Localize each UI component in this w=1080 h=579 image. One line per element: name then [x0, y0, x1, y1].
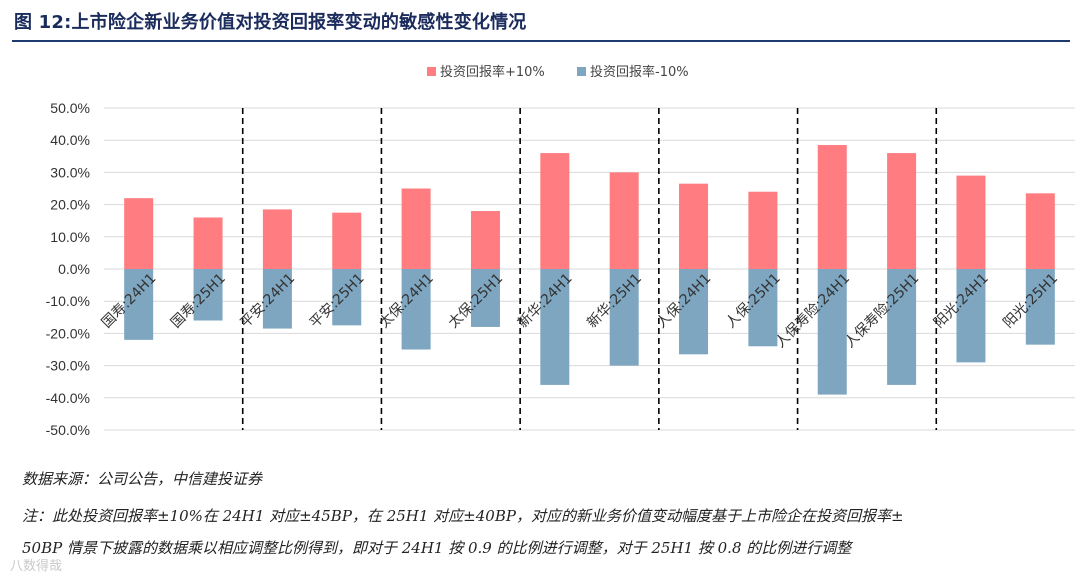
y-tick-label: -40.0% — [46, 390, 90, 406]
bar-negative — [956, 269, 986, 363]
bar-positive — [609, 172, 639, 269]
y-tick-label: 10.0% — [50, 229, 90, 245]
legend: 投资回报率+10% 投资回报率-10% — [427, 64, 689, 80]
bar-negative — [817, 269, 847, 395]
legend-label: 投资回报率+10% — [440, 64, 545, 80]
bar-positive — [1025, 193, 1055, 269]
footnote-line-2: 50BP 情景下披露的数据乘以相应调整比例得到，即对于 24H1 按 0.9 的… — [22, 539, 852, 557]
y-tick-label: -50.0% — [46, 422, 90, 438]
figure-title: 图 12:上市险企新业务价值对投资回报率变动的敏感性变化情况 — [14, 12, 527, 33]
bar-negative — [124, 269, 154, 340]
y-tick-label: -30.0% — [46, 358, 90, 374]
bar-negative — [609, 269, 639, 366]
bar-positive — [679, 183, 709, 269]
y-tick-label: 40.0% — [50, 132, 90, 148]
bar-chart: 50.0% 40.0% 30.0% 20.0% 10.0% 0.0% -10.0% -20.0… — [46, 64, 1075, 438]
bar-negative — [193, 269, 223, 321]
bar-positive — [887, 153, 917, 269]
bar-negative — [470, 269, 500, 327]
y-tick-label: 0.0% — [58, 261, 90, 277]
bar-positive — [262, 209, 292, 269]
footnote-line-1: 注：此处投资回报率±10%在 24H1 对应±45BP，在 25H1 对应±40… — [22, 507, 904, 525]
bar-positive — [401, 188, 431, 269]
bars — [124, 145, 1055, 395]
bar-positive — [193, 217, 223, 269]
gridlines — [104, 107, 1075, 431]
bar-positive — [540, 153, 570, 269]
bar-negative — [540, 269, 570, 385]
bar-positive — [470, 211, 500, 269]
bar-positive — [956, 175, 986, 269]
bar-negative — [262, 269, 292, 329]
source-note: 数据来源：公司公告，中信建投证券 — [22, 470, 263, 488]
bar-positive — [817, 145, 847, 269]
bar-negative — [1025, 269, 1055, 345]
bar-negative — [332, 269, 362, 326]
bar-negative — [679, 269, 709, 355]
y-axis-ticks: 50.0% 40.0% 30.0% 20.0% 10.0% 0.0% -10.0% -20.0… — [46, 100, 90, 438]
watermark: 八数得哉 — [10, 559, 63, 574]
group-separators — [241, 108, 938, 430]
legend-swatch-positive — [427, 67, 436, 76]
y-tick-label: 30.0% — [50, 164, 90, 180]
y-tick-label: 50.0% — [50, 100, 90, 116]
bar-positive — [748, 191, 778, 269]
y-tick-label: -20.0% — [46, 325, 90, 341]
y-tick-label: -10.0% — [46, 293, 90, 309]
bar-negative — [748, 269, 778, 347]
bar-positive — [124, 198, 154, 269]
legend-label: 投资回报率-10% — [590, 64, 689, 80]
bar-negative — [887, 269, 917, 385]
bar-negative — [401, 269, 431, 350]
legend-swatch-negative — [577, 67, 586, 76]
title-rule — [12, 40, 1070, 42]
bar-positive — [332, 212, 362, 269]
y-tick-label: 20.0% — [50, 197, 90, 213]
